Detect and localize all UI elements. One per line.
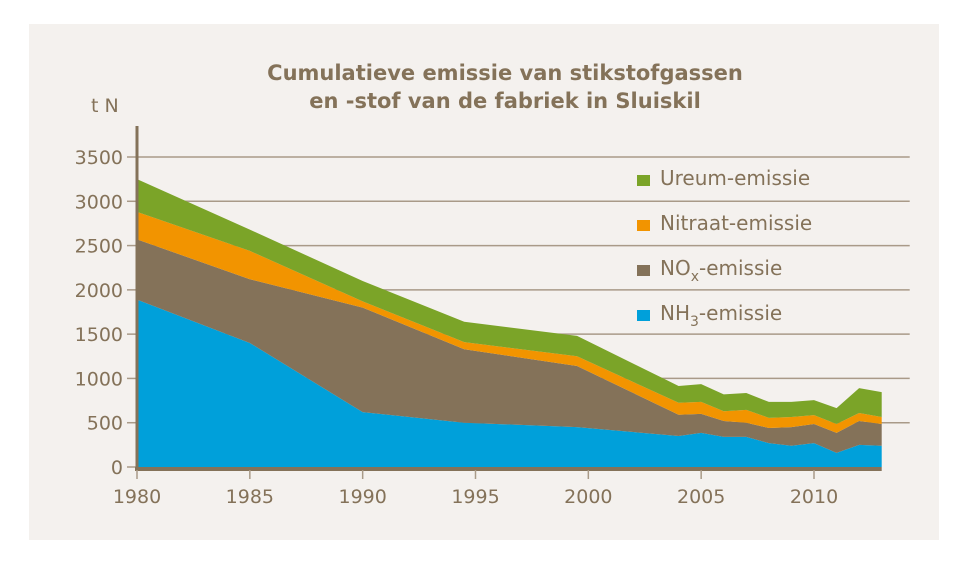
legend-label-nitraat-emissie: Nitraat-emissie <box>660 211 812 235</box>
x-tick-label-1985: 1985 <box>226 486 274 508</box>
x-tick-label-2000: 2000 <box>564 486 612 508</box>
x-tick-label-2005: 2005 <box>677 486 725 508</box>
y-tick-label-1000: 1000 <box>75 368 123 390</box>
x-tick-label-1990: 1990 <box>338 486 386 508</box>
area-nox-emissie <box>137 239 882 453</box>
legend-label-nh3-emissie: NH3-emissie <box>660 301 782 330</box>
legend-label-ureum-emissie: Ureum-emissie <box>660 166 810 190</box>
y-tick-label-3000: 3000 <box>75 191 123 213</box>
x-tick-label-1995: 1995 <box>451 486 499 508</box>
y-tick-label-2500: 2500 <box>75 236 123 258</box>
emission-chart: Cumulatieve emissie van stikstofgassen e… <box>75 61 910 508</box>
chart-title-line-2: en -stof van de fabriek in Sluiskil <box>309 89 701 113</box>
y-tick-label-1500: 1500 <box>75 324 123 346</box>
chart-title-line-1: Cumulatieve emissie van stikstofgassen <box>267 61 743 85</box>
legend-swatch-nox-emissie <box>637 265 650 276</box>
legend-label-nox-emissie: NOx-emissie <box>660 256 782 285</box>
chart-panel: Cumulatieve emissie van stikstofgassen e… <box>29 24 939 540</box>
y-tick-label-2000: 2000 <box>75 280 123 302</box>
legend-swatch-nh3-emissie <box>637 310 650 321</box>
x-tick-label-2010: 2010 <box>790 486 838 508</box>
y-tick-label-3500: 3500 <box>75 147 123 169</box>
x-tick-label-1980: 1980 <box>113 486 161 508</box>
area-nh3-emissie <box>137 299 882 467</box>
y-tick-label-0: 0 <box>111 457 123 479</box>
legend-swatch-nitraat-emissie <box>637 220 650 231</box>
y-tick-label-500: 500 <box>87 413 123 435</box>
legend-swatch-ureum-emissie <box>637 175 650 186</box>
y-axis-label: t N <box>91 95 119 117</box>
